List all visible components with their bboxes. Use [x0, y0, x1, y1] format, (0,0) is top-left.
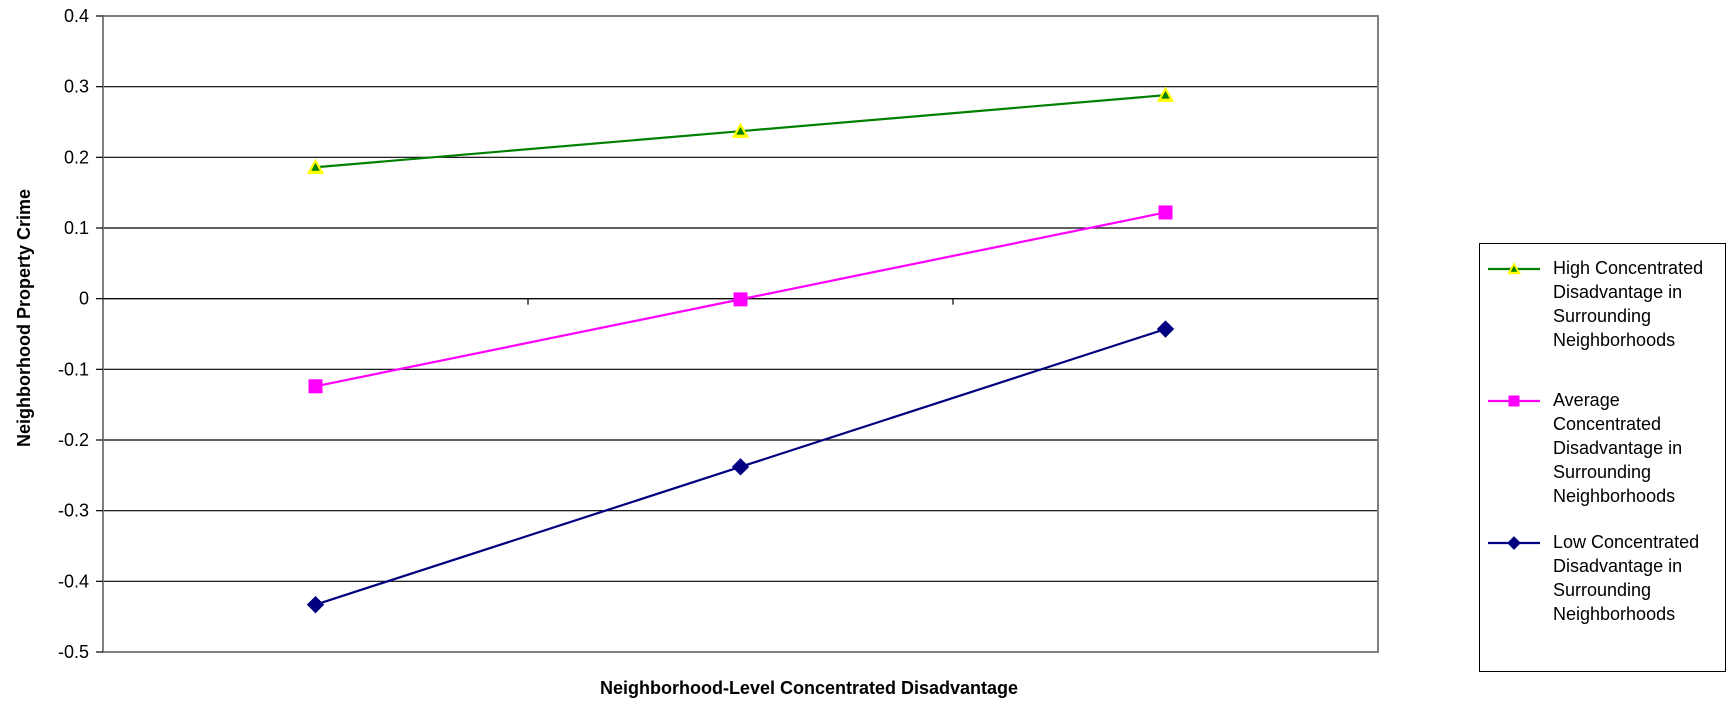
y-axis-title: Neighborhood Property Crime [14, 189, 34, 447]
data-point-marker [1508, 395, 1520, 407]
legend-label-line: Concentrated [1553, 414, 1662, 434]
data-point-marker [1507, 536, 1521, 550]
y-tick-label: -0.4 [58, 571, 89, 591]
y-tick-label: 0.3 [64, 77, 89, 97]
legend-label-line: Disadvantage in [1553, 282, 1683, 302]
plot-area-frame [102, 15, 1379, 653]
legend-label-line: Neighborhoods [1553, 330, 1676, 350]
legend-label-line: Average [1553, 390, 1620, 410]
data-point-marker [731, 458, 750, 476]
legend-label-line: Surrounding [1553, 462, 1652, 482]
y-tick-label: 0.4 [64, 6, 89, 26]
axes [96, 15, 1378, 653]
data-point-marker-inner [736, 126, 745, 135]
y-tick-label: -0.2 [58, 430, 89, 450]
y-tick-label: 0 [79, 289, 89, 309]
data-point-marker-inner [311, 163, 320, 171]
legend-label-line: Surrounding [1553, 580, 1652, 600]
y-tick-label: -0.1 [58, 359, 89, 379]
legend-swatch [1488, 262, 1540, 275]
y-tick-label: 0.1 [64, 218, 89, 238]
legend-label-line: Neighborhoods [1553, 486, 1676, 506]
series-markers [306, 86, 1175, 614]
legend-label: Low Concentrated Disadvantage in Surroundi… [1553, 530, 1728, 626]
data-point-marker-inner [1161, 90, 1170, 99]
series-lines [315, 94, 1166, 606]
x-axis-title: Neighborhood-Level Concentrated Disadvan… [600, 678, 1018, 698]
legend-label-line: High Concentrated [1553, 258, 1704, 278]
data-point-marker [1158, 205, 1173, 220]
legend-label-line: Neighborhoods [1553, 604, 1676, 624]
data-point-marker [733, 292, 748, 307]
legend: High Concentrated Disadvantage in Surround… [1479, 243, 1726, 672]
data-point-marker [308, 379, 323, 394]
y-tick-label: -0.5 [58, 642, 89, 662]
data-point-marker [306, 595, 325, 614]
data-point-marker-inner [1510, 265, 1518, 272]
legend-label-line: Surrounding [1553, 306, 1652, 326]
y-tick-labels: 0.4 0.3 0.2 0.1 0 -0.1 -0.2 -0.3 -0.4 -0.5 [58, 6, 89, 662]
legend-label-line: Disadvantage in [1553, 556, 1683, 576]
legend-label: High Concentrated Disadvantage in Surround… [1553, 256, 1728, 352]
legend-label-line: Disadvantage in [1553, 438, 1683, 458]
data-point-marker [1156, 320, 1175, 338]
legend-label: Average Concentrated Disadvantage in Surrou… [1553, 388, 1728, 508]
gridlines [103, 86, 1378, 582]
legend-label-line: Low Concentrated [1553, 532, 1700, 552]
legend-swatch [1488, 536, 1540, 550]
legend-swatch [1488, 395, 1540, 407]
y-tick-label: -0.3 [58, 501, 89, 521]
y-tick-label: 0.2 [64, 147, 89, 167]
